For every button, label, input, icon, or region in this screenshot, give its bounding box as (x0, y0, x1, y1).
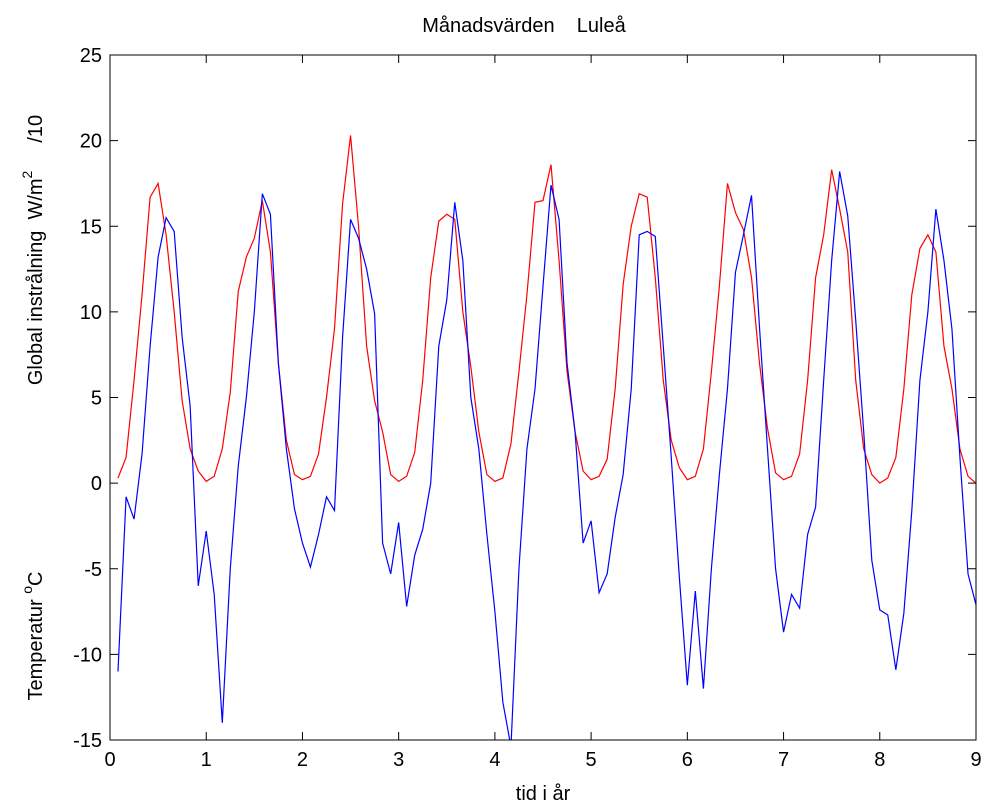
y-tick-label: 5 (91, 388, 102, 410)
label-sup: 2 (19, 170, 35, 178)
x-tick-label: 3 (393, 749, 404, 771)
x-tick-label: 2 (297, 749, 308, 771)
plot-frame (109, 54, 977, 741)
y-tick-label: 10 (80, 302, 102, 324)
x-tick-label: 1 (201, 749, 212, 771)
y-tick-label: -15 (73, 730, 102, 752)
x-tick-label: 8 (874, 749, 885, 771)
x-tick-label: 7 (778, 749, 789, 771)
x-axis-label: tid i år (516, 783, 571, 805)
label-suffix: /10 (25, 115, 47, 143)
x-tick-label: 5 (586, 749, 597, 771)
y-tick-label: 20 (80, 131, 102, 153)
line-series (117, 171, 976, 740)
label-text: Temperatur (25, 594, 47, 701)
x-tick-label: 9 (970, 749, 981, 771)
y-axis-label-temperature: Temperatur oC (19, 572, 47, 701)
y-tick-label: 15 (80, 216, 102, 238)
label-text: Global instrålning W/m (25, 178, 47, 385)
y-axis-label-radiation: Global instrålning W/m2/10 (19, 115, 47, 385)
y-tick-label: 25 (80, 45, 102, 67)
y-tick-label: -5 (84, 559, 102, 581)
x-tick-label: 6 (682, 749, 693, 771)
label-sup: o (19, 586, 35, 594)
x-tick-label: 0 (104, 749, 115, 771)
chart-title: Månadsvärden Luleå (422, 15, 626, 37)
label-suffix: C (25, 572, 47, 586)
y-tick-label: 0 (91, 473, 102, 495)
y-tick-label: -10 (73, 644, 102, 666)
x-tick-label: 4 (489, 749, 500, 771)
